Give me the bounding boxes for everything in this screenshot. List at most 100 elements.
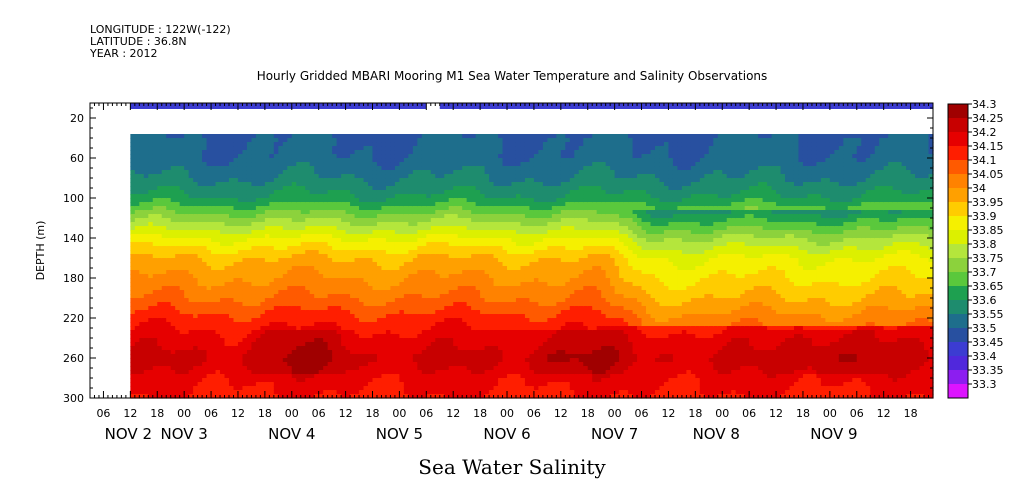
heatmap-cell [229, 274, 235, 279]
heatmap-cell [350, 142, 356, 147]
heatmap-cell [211, 290, 217, 295]
heatmap-cell [233, 206, 239, 211]
heatmap-cell [197, 362, 203, 367]
heatmap-cell [453, 274, 459, 279]
heatmap-cell [148, 254, 154, 259]
heatmap-cell [175, 358, 181, 363]
heatmap-cell [430, 374, 436, 379]
heatmap-cell [376, 158, 383, 163]
heatmap-cell [363, 302, 369, 307]
heatmap-cell [408, 322, 414, 327]
heatmap-cell [197, 150, 203, 155]
heatmap-cell [453, 346, 459, 351]
heatmap-cell [421, 190, 427, 195]
heatmap-cell [269, 202, 275, 207]
heatmap-cell [412, 158, 418, 163]
heatmap-cell [170, 366, 176, 371]
heatmap-cell [403, 350, 409, 355]
heatmap-cell [381, 290, 387, 295]
heatmap-cell [255, 198, 261, 203]
heatmap-cell [229, 170, 235, 175]
heatmap-cell [359, 274, 365, 279]
heatmap-cell [462, 338, 468, 343]
heatmap-cell [296, 330, 302, 335]
heatmap-cell [430, 366, 436, 371]
heatmap-cell [166, 374, 172, 379]
heatmap-cell [242, 306, 248, 311]
heatmap-cell [323, 134, 329, 139]
heatmap-cell [426, 274, 432, 279]
heatmap-cell [421, 278, 427, 283]
heatmap-cell [224, 210, 230, 215]
heatmap-cell [318, 266, 324, 271]
heatmap-cell [264, 162, 270, 167]
heatmap-cell [233, 202, 239, 207]
heatmap-cell [130, 378, 136, 383]
heatmap-cell [341, 366, 347, 371]
heatmap-cell [139, 206, 145, 211]
heatmap-cell [215, 230, 221, 235]
heatmap-cell [345, 226, 351, 231]
heatmap-cell [229, 134, 235, 139]
heatmap-cell [296, 290, 302, 295]
heatmap-cell [390, 222, 396, 227]
heatmap-cell [359, 306, 365, 311]
heatmap-cell [403, 174, 409, 179]
heatmap-cell [170, 330, 176, 335]
heatmap-cell [332, 370, 338, 375]
heatmap-cell [332, 166, 338, 171]
heatmap-cell [350, 370, 356, 375]
heatmap-cell [224, 218, 230, 223]
heatmap-cell [291, 394, 297, 399]
heatmap-cell [220, 362, 226, 367]
heatmap-cell [193, 358, 199, 363]
heatmap-cell [408, 326, 414, 331]
heatmap-cell [264, 330, 270, 335]
heatmap-cell [166, 338, 172, 343]
heatmap-cell [278, 154, 284, 159]
heatmap-cell [282, 378, 288, 383]
heatmap-cell [179, 270, 185, 275]
heatmap-cell [426, 250, 432, 255]
heatmap-cell [188, 146, 194, 151]
heatmap-cell [363, 382, 369, 387]
heatmap-cell [332, 286, 338, 291]
heatmap-cell [139, 374, 145, 379]
heatmap-cell [381, 314, 387, 319]
heatmap-cell [439, 262, 445, 267]
heatmap-cell [157, 334, 163, 339]
heatmap-cell [260, 242, 266, 247]
heatmap-cell [273, 166, 279, 171]
heatmap-cell [403, 190, 409, 195]
heatmap-cell [430, 258, 436, 263]
heatmap-cell [359, 150, 365, 155]
heatmap-cell [143, 390, 149, 395]
heatmap-cell [193, 194, 199, 199]
heatmap-cell [350, 390, 356, 395]
heatmap-cell [202, 170, 208, 175]
heatmap-cell [229, 362, 235, 367]
heatmap-cell [197, 158, 203, 163]
heatmap-cell [314, 190, 320, 195]
heatmap-cell [305, 146, 311, 151]
heatmap-cell [148, 158, 154, 163]
heatmap-cell [435, 346, 441, 351]
heatmap-cell [336, 226, 342, 231]
heatmap-cell [421, 310, 427, 315]
heatmap-cell [426, 258, 432, 263]
heatmap-cell [381, 138, 387, 143]
heatmap-cell [296, 146, 302, 151]
heatmap-cell [381, 178, 387, 183]
heatmap-cell [170, 170, 176, 175]
heatmap-cell [224, 346, 230, 351]
heatmap-cell [376, 274, 383, 279]
heatmap-cell [233, 266, 239, 271]
heatmap-cell [296, 226, 302, 231]
heatmap-cell [439, 326, 445, 331]
heatmap-cell [408, 370, 414, 375]
heatmap-cell [175, 266, 181, 271]
heatmap-cell [233, 242, 239, 247]
heatmap-cell [426, 162, 432, 167]
heatmap-cell [139, 162, 145, 167]
heatmap-cell [184, 258, 190, 263]
